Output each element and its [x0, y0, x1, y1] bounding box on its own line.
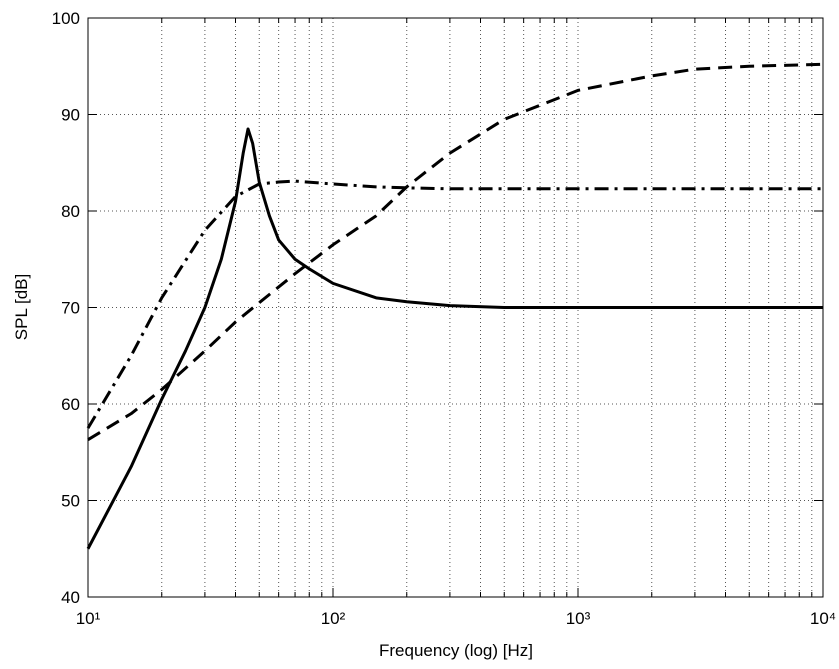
- series-line: [86, 179, 823, 429]
- series-line: [87, 62, 824, 441]
- x-tick-label: 10³: [566, 609, 591, 628]
- y-tick-label: 40: [61, 588, 80, 607]
- y-tick-label: 60: [61, 395, 80, 414]
- x-axis-label: Frequency (log) [Hz]: [379, 641, 533, 660]
- y-tick-label: 90: [61, 106, 80, 125]
- x-tick-label: 10⁴: [810, 609, 836, 628]
- series-line: [86, 127, 823, 550]
- x-tick-label: 10²: [321, 609, 346, 628]
- x-tick-label: 10¹: [76, 609, 101, 628]
- y-tick-label: 80: [61, 202, 80, 221]
- y-tick-label: 50: [61, 492, 80, 511]
- y-tick-label: 100: [52, 9, 80, 28]
- y-tick-label: 70: [61, 299, 80, 318]
- y-axis-label: SPL [dB]: [12, 274, 31, 340]
